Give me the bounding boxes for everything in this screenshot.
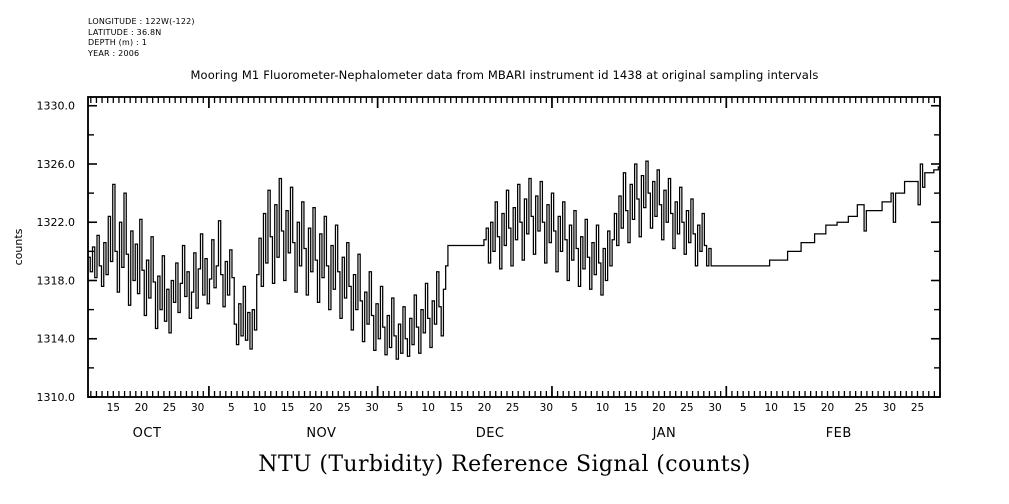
x-tick-label: 25 xyxy=(337,402,350,414)
chart-title: Mooring M1 Fluorometer-Nephalometer data… xyxy=(190,68,819,82)
x-tick-label: 10 xyxy=(765,402,778,414)
plot-frame xyxy=(87,96,941,398)
x-tick-label: 25 xyxy=(680,402,693,414)
y-axis-title-text: counts xyxy=(12,228,25,265)
x-tick-label: 5 xyxy=(397,402,404,414)
x-axis-month-labels: OCT NOV DEC JAN FEB xyxy=(133,426,852,441)
x-tick-label: 15 xyxy=(450,402,463,414)
x-tick-label: 25 xyxy=(855,402,868,414)
y-tick-label: 1318.0 xyxy=(37,274,76,287)
x-axis-month-label: OCT xyxy=(133,426,162,441)
x-tick-label: 20 xyxy=(821,402,834,414)
x-tick-label: 30 xyxy=(540,402,553,414)
data-series-group xyxy=(88,160,940,360)
x-tick-label: 5 xyxy=(740,402,747,414)
y-tick-label: 1330.0 xyxy=(37,100,76,113)
x-tick-label: 15 xyxy=(107,402,120,414)
y-axis-tick-labels: 1310.0 1314.0 1318.0 1322.0 1326.0 1330.0 xyxy=(37,100,76,404)
x-tick-label: 25 xyxy=(163,402,176,414)
x-tick-label: 15 xyxy=(624,402,637,414)
x-tick-label: 30 xyxy=(883,402,896,414)
y-tick-label: 1314.0 xyxy=(37,333,76,346)
metadata-year: YEAR : 2006 xyxy=(88,48,140,58)
x-tick-label: 5 xyxy=(571,402,578,414)
x-tick-label: 20 xyxy=(652,402,665,414)
x-tick-label: 20 xyxy=(478,402,491,414)
metadata-longitude: LONGITUDE : 122W(-122) xyxy=(88,17,195,26)
figure-caption: NTU (Turbidity) Reference Signal (counts… xyxy=(258,452,751,477)
x-tick-label: 20 xyxy=(309,402,322,414)
data-series-line xyxy=(88,160,940,360)
x-tick-label: 5 xyxy=(228,402,235,414)
x-tick-label: 10 xyxy=(422,402,435,414)
x-tick-label: 30 xyxy=(708,402,721,414)
x-tick-label: 20 xyxy=(135,402,148,414)
x-tick-label: 15 xyxy=(793,402,806,414)
x-tick-label: 10 xyxy=(253,402,266,414)
x-axis-tick-labels: 15 20 25 30 5 10 15 20 25 30 5 10 15 20 25 30 5 10 15 20 25 3… xyxy=(107,402,925,414)
y-axis-ticks xyxy=(88,104,940,398)
x-tick-label: 25 xyxy=(911,402,924,414)
x-tick-label: 15 xyxy=(281,402,294,414)
x-tick-label: 10 xyxy=(596,402,609,414)
x-tick-label: 30 xyxy=(365,402,378,414)
metadata-header: LONGITUDE : 122W(-122) LATITUDE : 36.8N … xyxy=(88,17,195,59)
x-axis-month-label: FEB xyxy=(826,426,852,441)
x-axis-month-label: DEC xyxy=(476,426,505,441)
x-tick-label: 30 xyxy=(191,402,204,414)
metadata-depth: DEPTH (m) : 1 xyxy=(88,38,147,47)
x-tick-label: 25 xyxy=(506,402,519,414)
y-tick-label: 1310.0 xyxy=(37,391,76,404)
x-axis-month-label: JAN xyxy=(652,426,677,441)
plot-frame-overlay xyxy=(87,96,941,398)
x-axis-ticks xyxy=(90,97,941,397)
y-tick-label: 1326.0 xyxy=(37,158,76,171)
x-axis-month-label: NOV xyxy=(306,426,336,441)
y-tick-label: 1322.0 xyxy=(37,216,76,229)
y-axis-title: counts xyxy=(12,228,25,265)
metadata-latitude: LATITUDE : 36.8N xyxy=(88,27,162,37)
